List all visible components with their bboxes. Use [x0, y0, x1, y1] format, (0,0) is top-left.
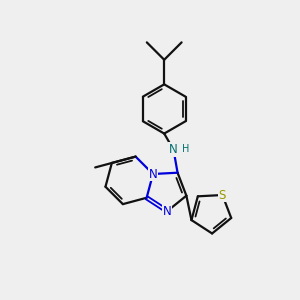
- Text: N: N: [148, 167, 158, 181]
- Text: N: N: [163, 205, 172, 218]
- Text: S: S: [219, 188, 226, 202]
- Text: N: N: [169, 143, 178, 156]
- Text: H: H: [182, 144, 189, 154]
